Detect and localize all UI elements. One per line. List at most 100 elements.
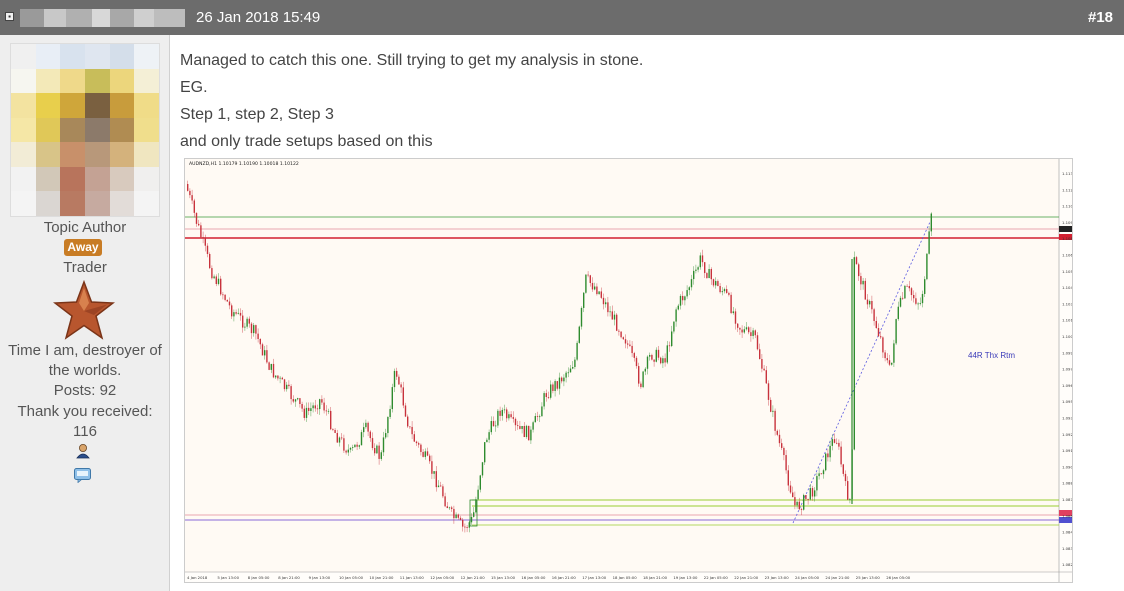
- candle-body: [231, 305, 233, 317]
- candle-body: [550, 384, 552, 398]
- support-price-tag: [1059, 510, 1072, 516]
- candle-body: [407, 416, 409, 427]
- post-line-3: Step 1, step 2, Step 3: [180, 106, 334, 123]
- candle-body: [400, 384, 402, 388]
- candle-body: [244, 326, 246, 328]
- candle-body: [682, 295, 684, 301]
- candle-body: [734, 311, 737, 324]
- candle-body: [215, 276, 217, 285]
- candle-body: [638, 366, 640, 384]
- candle-body: [501, 409, 503, 416]
- candle-body: [578, 326, 580, 343]
- author-posts: Posts: 92: [53, 382, 117, 399]
- candle-body: [367, 422, 369, 432]
- candle-body: [402, 387, 404, 406]
- candle-body: [191, 195, 193, 201]
- candle-body: [558, 377, 561, 389]
- candle-body: [398, 376, 400, 385]
- candle-body: [334, 429, 336, 433]
- post-number[interactable]: #18: [1087, 9, 1113, 26]
- candle-body: [492, 421, 495, 427]
- candle-body: [712, 279, 715, 286]
- avatar[interactable]: [10, 43, 160, 217]
- price-tick-label: 1.1069: [1062, 253, 1072, 258]
- candle-body: [327, 410, 330, 412]
- candle-body: [473, 512, 475, 517]
- candle-body: [358, 445, 360, 447]
- chart-symbol-label: AUDNZD,H1 1.10179 1.10190 1.10018 1.1012…: [189, 161, 299, 167]
- candle-body: [543, 393, 545, 407]
- candle-body: [624, 339, 627, 344]
- candle-body: [589, 275, 591, 283]
- time-tick-label: 22 Jan 21:00: [734, 575, 759, 580]
- candle-body: [457, 514, 459, 518]
- candle-body: [805, 494, 807, 499]
- candle-body: [545, 393, 547, 398]
- candle-body: [723, 289, 726, 292]
- candle-body: [796, 501, 798, 506]
- time-tick-label: 8 Jan 21:00: [278, 575, 300, 580]
- candle-body: [882, 337, 884, 353]
- candle-body: [437, 485, 440, 488]
- price-tick-label: 1.1004: [1062, 334, 1072, 339]
- user-profile-icon[interactable]: [75, 443, 91, 459]
- time-tick-label: 17 Jan 13:00: [582, 575, 607, 580]
- username-redacted[interactable]: [20, 9, 185, 27]
- candle-body: [519, 426, 521, 429]
- candle-body: [195, 212, 198, 224]
- candle-body: [785, 455, 787, 471]
- author-thanks-label: Thank you received:: [17, 403, 153, 420]
- candle-body: [866, 299, 869, 305]
- candle-body: [715, 281, 717, 286]
- candle-body: [770, 399, 772, 412]
- candle-body: [187, 184, 189, 191]
- candle-body: [310, 408, 312, 411]
- candle-body: [352, 447, 354, 448]
- candle-body: [446, 506, 448, 509]
- candle-body: [299, 398, 301, 405]
- candle-body: [596, 286, 598, 295]
- candle-body: [404, 405, 407, 417]
- time-tick-label: 11 Jan 13:00: [400, 575, 425, 580]
- candle-body: [847, 481, 849, 500]
- private-message-icon[interactable]: [74, 468, 91, 483]
- candle-body: [778, 434, 781, 444]
- candle-body: [440, 485, 442, 487]
- candle-body: [862, 280, 864, 285]
- candle-body: [574, 359, 576, 368]
- candle-body: [189, 190, 191, 196]
- candle-body: [640, 383, 642, 388]
- candle-body: [693, 270, 695, 280]
- price-tick-label: 1.0861: [1062, 513, 1072, 518]
- author-tagline: Time I am, destroyer of the worlds.: [8, 342, 162, 379]
- candle-body: [787, 470, 789, 486]
- candle-body: [767, 383, 770, 400]
- candle-body: [415, 441, 418, 444]
- candle-body: [924, 279, 926, 294]
- candle-body: [888, 360, 891, 365]
- candle-body: [336, 432, 338, 443]
- chart-plot-area: [185, 159, 1059, 572]
- candle-body: [466, 527, 468, 528]
- candle-body: [426, 451, 429, 456]
- candle-body: [297, 398, 299, 400]
- candle-body: [277, 375, 279, 379]
- candle-body: [913, 294, 915, 299]
- candle-body: [811, 488, 814, 497]
- candle-body: [380, 452, 382, 459]
- time-tick-label: 19 Jan 13:00: [673, 575, 698, 580]
- attached-chart-image[interactable]: AUDNZD,H1 1.10179 1.10190 1.10018 1.1012…: [184, 158, 1076, 583]
- candle-body: [481, 462, 484, 476]
- candle-body: [217, 278, 220, 285]
- candle-body: [622, 337, 624, 340]
- candle-body: [275, 375, 277, 378]
- candle-body: [710, 269, 712, 280]
- price-tick-label: 1.0874: [1062, 497, 1072, 502]
- candle-body: [765, 370, 767, 384]
- candle-body: [842, 464, 844, 474]
- candle-body: [915, 298, 917, 304]
- candle-body: [730, 294, 732, 314]
- post-link-icon[interactable]: ▪: [5, 12, 14, 21]
- price-tick-label: 1.0835: [1062, 546, 1072, 551]
- candle-body: [701, 255, 704, 263]
